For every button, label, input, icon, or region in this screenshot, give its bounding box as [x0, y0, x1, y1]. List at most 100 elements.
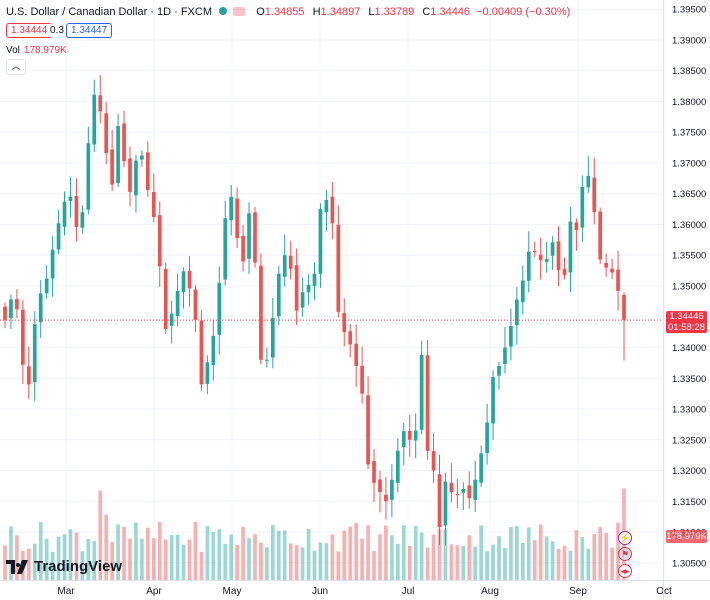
candle-body	[616, 269, 620, 291]
volume-bar	[265, 547, 269, 580]
candle-body	[491, 377, 495, 424]
price-axis-label: 1.32500	[672, 435, 706, 446]
volume-bar	[360, 538, 364, 580]
candle-body	[413, 430, 418, 441]
candle-body	[116, 126, 120, 183]
volume-bar	[580, 537, 585, 580]
candle-body	[425, 355, 430, 451]
volume-bar	[526, 527, 531, 580]
candle-body	[330, 196, 335, 224]
volume-bar	[92, 541, 97, 580]
candle-body	[479, 453, 483, 483]
open-value: 1.34855	[264, 6, 305, 18]
candle-body	[443, 481, 448, 526]
high-value: 1.34897	[320, 6, 361, 18]
price-axis-label: 1.30500	[672, 558, 706, 569]
tradingview-logo[interactable]: TradingView	[6, 558, 122, 575]
volume-value: 178.979K	[23, 45, 67, 56]
candle-body	[520, 280, 525, 303]
candle-body	[515, 299, 519, 326]
volume-bar	[491, 544, 495, 580]
volume-bar	[455, 545, 460, 580]
volume-bar	[223, 543, 228, 580]
volume-label[interactable]: Vol	[6, 45, 20, 56]
volume-bar	[294, 545, 299, 580]
volume-bar	[128, 538, 132, 580]
candle-body	[110, 149, 114, 185]
volume-bar	[253, 534, 257, 580]
visibility-icon[interactable]	[233, 7, 246, 16]
price-axis-label: 1.33500	[672, 374, 706, 385]
lightning-icon[interactable]: ⚡	[618, 531, 632, 545]
volume-bar	[270, 524, 275, 580]
close-value: 1.34446	[430, 6, 471, 18]
candle-body	[509, 325, 513, 347]
candle-body	[146, 152, 150, 191]
open-label: O	[256, 6, 265, 18]
candle-body	[473, 479, 478, 500]
volume-bar	[419, 532, 424, 580]
candle-body	[342, 313, 347, 333]
ask-price[interactable]: 1.34447	[66, 23, 113, 38]
volume-bar	[384, 525, 388, 580]
price-axis-label: 1.38500	[672, 66, 706, 77]
candle-body	[50, 249, 55, 279]
volume-bar	[9, 526, 13, 580]
candle-body	[92, 94, 97, 145]
flag-icon[interactable]: ⚑	[618, 547, 632, 561]
candle-body	[270, 317, 275, 358]
volume-bar	[366, 525, 370, 580]
candle-body	[419, 354, 424, 430]
volume-bar	[110, 541, 114, 580]
candle-body	[9, 299, 13, 319]
volume-bar	[217, 529, 222, 580]
volume-bar	[598, 526, 603, 580]
volume-bar	[151, 538, 156, 580]
volume-bar	[306, 528, 311, 580]
candle-body	[128, 158, 132, 192]
candle-body	[193, 289, 198, 320]
bid-price[interactable]: 1.34444	[6, 23, 53, 38]
candle-body	[526, 251, 531, 281]
volume-bar	[568, 550, 573, 580]
price-axis-label: 1.37500	[672, 128, 706, 139]
candle-body	[354, 343, 359, 366]
candle-body	[431, 451, 436, 471]
volume-bar	[163, 539, 168, 580]
candle-body	[562, 268, 567, 275]
candle-body	[556, 241, 561, 271]
candle-body	[98, 95, 103, 112]
time-axis-label: May	[223, 586, 242, 597]
volume-bar	[98, 490, 103, 580]
chevron-up-icon: ︿	[11, 61, 21, 71]
price-axis-label: 1.31500	[672, 497, 706, 508]
candle-body	[151, 192, 156, 218]
candle-body	[134, 160, 138, 196]
time-axis-label: Apr	[146, 586, 162, 597]
candle-body	[497, 365, 501, 376]
volume-bar	[479, 525, 483, 580]
price-axis-label: 1.35500	[672, 251, 706, 262]
candle-body	[318, 209, 323, 274]
collapse-legend-button[interactable]: ︿	[6, 59, 26, 75]
symbol-title[interactable]: U.S. Dollar / Canadian Dollar · 1D · FXC…	[6, 6, 213, 18]
time-axis-label: Oct	[656, 586, 672, 597]
close-label: C	[422, 6, 431, 18]
volume-bar	[610, 547, 614, 580]
volume-bar	[556, 548, 561, 580]
volume-bar	[378, 534, 382, 580]
candle-body	[449, 482, 454, 493]
volume-bar	[413, 525, 418, 580]
symbol-legend: U.S. Dollar / Canadian Dollar · 1D · FXC…	[6, 6, 573, 18]
candle-body	[592, 177, 597, 213]
candle-body	[163, 268, 168, 330]
earnings-icon[interactable]: ◂▸	[618, 564, 632, 578]
candle-body	[74, 195, 79, 227]
candle-body	[336, 224, 341, 312]
candle-body	[175, 290, 180, 317]
candle-body	[372, 461, 376, 483]
time-axis-label: Jun	[312, 586, 328, 597]
time-axis-label: Mar	[57, 586, 75, 597]
volume-bar	[229, 534, 234, 580]
